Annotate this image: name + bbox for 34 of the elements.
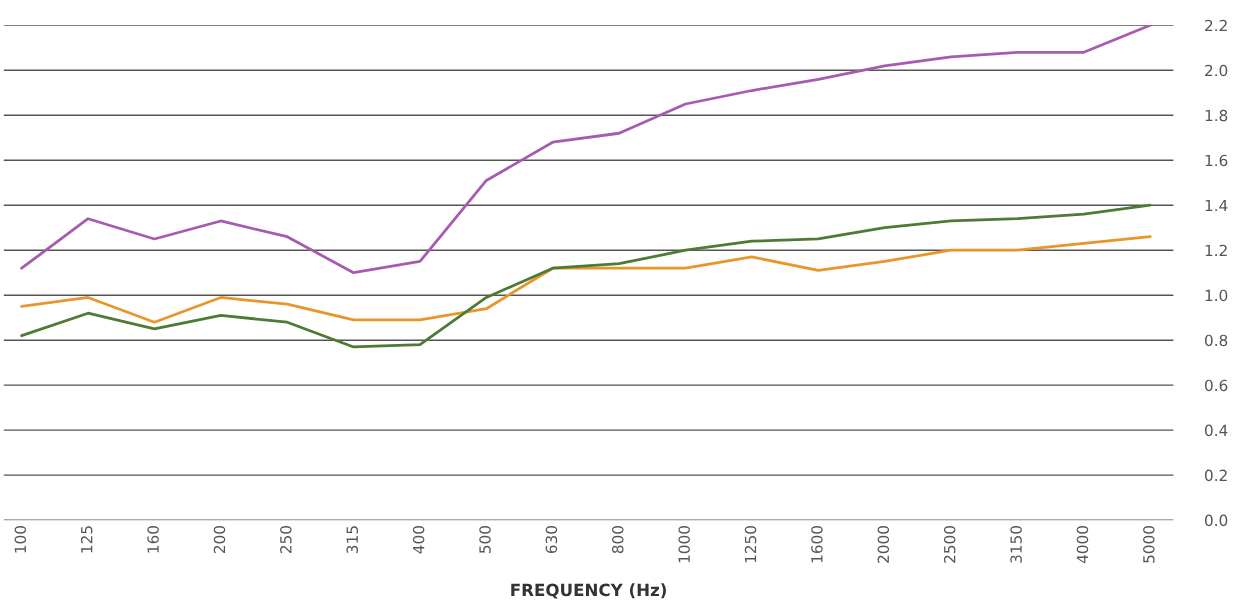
x-tick-label: 1000	[678, 526, 690, 563]
x-tick-label: 160	[147, 526, 159, 553]
y-tick-label: 0.2	[1204, 469, 1227, 482]
x-tick-label: 200	[213, 526, 226, 554]
x-tick-label: 100	[14, 526, 27, 553]
y-tick-label: 1.8	[1205, 109, 1228, 122]
line-series	[20, 203, 1152, 349]
y-tick-label: 1.4	[1205, 199, 1228, 212]
y-tick-label: 1.6	[1205, 154, 1228, 167]
x-tick-label: 315	[346, 526, 359, 553]
x-tick-label: 1250	[744, 526, 757, 563]
y-tick-label: 0.8	[1204, 334, 1228, 347]
y-tick-label: 2.0	[1205, 64, 1228, 77]
x-tick-label: 3150	[1010, 526, 1022, 563]
x-tick-label: 2000	[877, 526, 890, 563]
y-tick-label: 1.0	[1205, 289, 1228, 302]
x-tick-label: 800	[612, 526, 624, 554]
y-tick-label: 0.4	[1204, 424, 1228, 437]
line-series	[20, 25, 1152, 275]
x-axis-title: FREQUENCY (Hz)	[511, 583, 666, 599]
line-series	[20, 235, 1152, 324]
x-tick-label: 250	[280, 526, 292, 554]
x-tick-label: 630	[545, 526, 558, 554]
y-tick-label: 0.0	[1204, 514, 1228, 527]
x-tick-label: 500	[479, 526, 491, 553]
y-tick-label: 1.2	[1205, 244, 1227, 257]
x-tick-label: 1600	[811, 526, 823, 563]
y-tick-label: 0.6	[1204, 379, 1228, 392]
x-tick-label: 400	[412, 526, 425, 554]
x-tick-label: 2500	[943, 526, 956, 563]
x-tick-label: 4000	[1076, 526, 1089, 564]
y-tick-label: 2.2	[1205, 19, 1227, 32]
x-tick-label: 125	[80, 526, 93, 553]
x-tick-label: 5000	[1143, 526, 1155, 563]
